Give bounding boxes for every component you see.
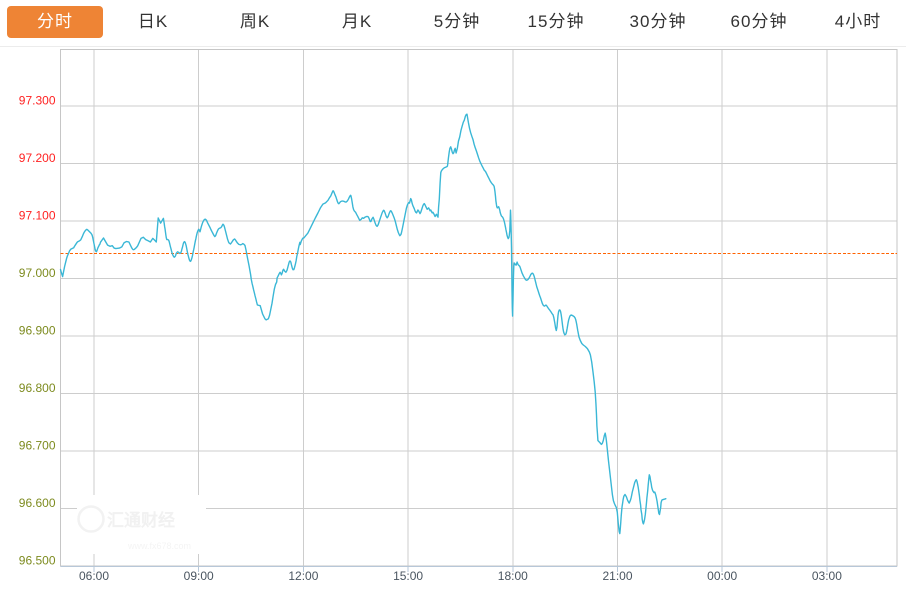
svg-text:97.000: 97.000 [19, 266, 56, 280]
svg-text:汇通财经: 汇通财经 [107, 510, 175, 530]
svg-text:00:00: 00:00 [707, 569, 737, 583]
svg-text:03:00: 03:00 [812, 569, 842, 583]
svg-text:09:00: 09:00 [184, 569, 214, 583]
svg-text:97.100: 97.100 [19, 209, 56, 223]
svg-text:96.800: 96.800 [19, 381, 56, 395]
svg-text:21:00: 21:00 [602, 569, 632, 583]
svg-text:97.300: 97.300 [19, 94, 56, 108]
svg-text:18:00: 18:00 [498, 569, 528, 583]
svg-text:96.500: 96.500 [19, 554, 56, 568]
svg-text:www.fx678.com: www.fx678.com [127, 541, 191, 551]
svg-text:97.200: 97.200 [19, 151, 56, 165]
svg-text:96.600: 96.600 [19, 496, 56, 510]
svg-text:12:00: 12:00 [288, 569, 318, 583]
svg-text:06:00: 06:00 [79, 569, 109, 583]
svg-text:15:00: 15:00 [393, 569, 423, 583]
svg-text:96.900: 96.900 [19, 324, 56, 338]
svg-text:96.700: 96.700 [19, 438, 56, 452]
